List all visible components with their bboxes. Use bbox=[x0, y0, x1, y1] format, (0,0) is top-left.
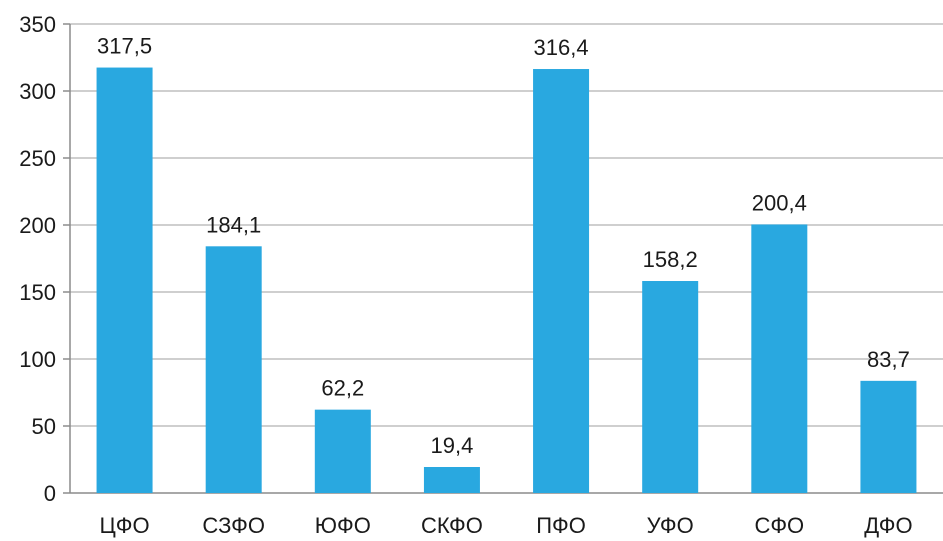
x-tick-label: ЮФО bbox=[315, 513, 371, 538]
y-tick-label: 50 bbox=[32, 414, 56, 439]
bar-УФО bbox=[642, 281, 699, 493]
data-label: 158,2 bbox=[643, 247, 698, 272]
data-label: 184,1 bbox=[206, 212, 261, 237]
y-tick-label: 0 bbox=[44, 481, 56, 506]
y-tick-label: 300 bbox=[19, 79, 56, 104]
gridlines bbox=[63, 23, 943, 494]
data-label: 200,4 bbox=[752, 190, 807, 215]
y-tick-label: 100 bbox=[19, 347, 56, 372]
x-tick-label: СКФО bbox=[421, 513, 483, 538]
bar-ЦФО bbox=[96, 67, 153, 494]
x-tick-label: ДФО bbox=[864, 513, 912, 538]
bar-СКФО bbox=[423, 467, 480, 493]
bar-СФО bbox=[751, 224, 808, 494]
data-label: 316,4 bbox=[534, 35, 589, 60]
bars bbox=[96, 67, 917, 494]
data-label: 62,2 bbox=[321, 376, 364, 401]
x-tick-label: ПФО bbox=[536, 513, 586, 538]
axes bbox=[69, 24, 943, 494]
bar-СЗФО bbox=[205, 246, 262, 493]
x-tick-labels: ЦФО СЗФО ЮФО СКФО ПФО УФО СФО ДФО bbox=[100, 513, 913, 538]
x-tick-label: СЗФО bbox=[202, 513, 265, 538]
x-tick-label: СФО bbox=[754, 513, 804, 538]
y-tick-label: 250 bbox=[19, 146, 56, 171]
y-tick-label: 200 bbox=[19, 213, 56, 238]
x-tick-label: ЦФО bbox=[100, 513, 150, 538]
bar-ЮФО bbox=[314, 409, 371, 493]
y-tick-label: 350 bbox=[19, 12, 56, 37]
data-label: 83,7 bbox=[867, 347, 910, 372]
y-tick-labels: 0 50 100 150 200 250 300 350 bbox=[19, 12, 56, 506]
data-label: 317,5 bbox=[97, 34, 152, 59]
bar-ПФО bbox=[533, 69, 590, 494]
x-tick-label: УФО bbox=[647, 513, 694, 538]
data-labels: 317,5 184,1 62,2 19,4 316,4 158,2 200,4 83,7 bbox=[97, 34, 910, 458]
data-label: 19,4 bbox=[431, 433, 474, 458]
y-tick-label: 150 bbox=[19, 280, 56, 305]
bar-ДФО bbox=[860, 380, 917, 493]
